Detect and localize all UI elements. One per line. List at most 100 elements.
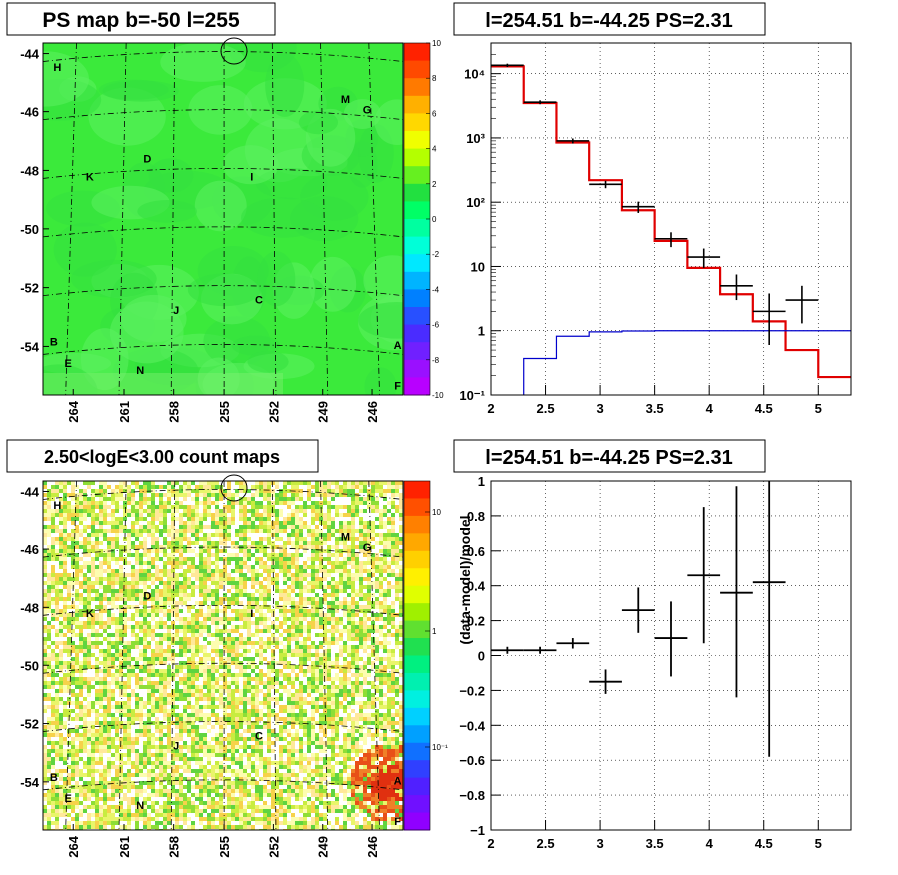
- count-pixel: [355, 657, 359, 661]
- count-pixel: [111, 673, 115, 677]
- count-pixel: [119, 685, 123, 689]
- count-pixel: [135, 669, 139, 673]
- count-pixel: [307, 593, 311, 597]
- count-pixel: [103, 521, 107, 525]
- count-pixel: [351, 661, 355, 665]
- count-pixel: [47, 593, 51, 597]
- count-pixel: [195, 597, 199, 601]
- count-pixel: [371, 617, 375, 621]
- count-pixel: [375, 533, 379, 537]
- count-pixel: [255, 561, 259, 565]
- count-pixel: [43, 485, 47, 489]
- count-pixel: [175, 589, 179, 593]
- count-pixel: [295, 525, 299, 529]
- count-pixel: [91, 677, 95, 681]
- count-pixel: [167, 517, 171, 521]
- count-pixel: [255, 569, 259, 573]
- count-pixel: [375, 553, 379, 557]
- count-pixel: [323, 589, 327, 593]
- count-pixel: [87, 689, 91, 693]
- count-pixel: [367, 609, 371, 613]
- count-pixel: [195, 645, 199, 649]
- count-pixel: [123, 661, 127, 665]
- count-pixel: [391, 573, 395, 577]
- count-pixel: [123, 505, 127, 509]
- count-pixel: [99, 581, 103, 585]
- count-pixel: [343, 621, 347, 625]
- count-pixel: [275, 489, 279, 493]
- count-pixel: [251, 689, 255, 693]
- count-pixel: [131, 621, 135, 625]
- count-pixel: [159, 649, 163, 653]
- count-pixel: [303, 557, 307, 561]
- count-pixel: [247, 541, 251, 545]
- count-pixel: [395, 505, 399, 509]
- count-pixel: [347, 549, 351, 553]
- count-pixel: [207, 657, 211, 661]
- count-pixel: [371, 561, 375, 565]
- count-pixel: [47, 689, 51, 693]
- count-pixel: [51, 517, 55, 521]
- count-pixel: [327, 685, 331, 689]
- count-pixel: [79, 533, 83, 537]
- count-pixel: [115, 529, 119, 533]
- count-pixel: [59, 509, 63, 513]
- count-pixel: [63, 693, 67, 697]
- count-pixel: [215, 677, 219, 681]
- count-pixel: [79, 681, 83, 685]
- count-pixel: [135, 621, 139, 625]
- count-pixel: [271, 601, 275, 605]
- count-pixel: [187, 653, 191, 657]
- count-pixel: [255, 605, 259, 609]
- count-pixel: [347, 613, 351, 617]
- count-pixel: [79, 525, 83, 529]
- count-pixel: [255, 649, 259, 653]
- count-pixel: [295, 501, 299, 505]
- count-pixel: [299, 621, 303, 625]
- count-pixel: [131, 533, 135, 537]
- count-pixel: [87, 537, 91, 541]
- count-pixel: [391, 673, 395, 677]
- count-pixel: [239, 669, 243, 673]
- count-pixel: [227, 613, 231, 617]
- count-pixel: [311, 533, 315, 537]
- count-pixel: [115, 557, 119, 561]
- count-pixel: [343, 633, 347, 637]
- count-pixel: [159, 497, 163, 501]
- count-pixel: [339, 561, 343, 565]
- count-pixel: [179, 549, 183, 553]
- count-pixel: [203, 633, 207, 637]
- count-pixel: [383, 517, 387, 521]
- count-pixel: [391, 549, 395, 553]
- count-pixel: [383, 601, 387, 605]
- count-pixel: [255, 545, 259, 549]
- count-pixel: [59, 521, 63, 525]
- count-pixel: [107, 513, 111, 517]
- count-pixel: [235, 613, 239, 617]
- count-pixel: [195, 673, 199, 677]
- count-pixel: [243, 573, 247, 577]
- count-pixel: [87, 533, 91, 537]
- count-pixel: [371, 657, 375, 661]
- count-pixel: [51, 497, 55, 501]
- count-pixel: [291, 661, 295, 665]
- count-pixel: [391, 609, 395, 613]
- count-pixel: [367, 677, 371, 681]
- count-pixel: [103, 505, 107, 509]
- count-pixel: [299, 625, 303, 629]
- count-pixel: [99, 521, 103, 525]
- count-pixel: [111, 553, 115, 557]
- count-pixel: [63, 509, 67, 513]
- count-pixel: [75, 541, 79, 545]
- count-pixel: [231, 621, 235, 625]
- count-pixel: [55, 489, 59, 493]
- count-pixel: [111, 693, 115, 697]
- count-pixel: [303, 673, 307, 677]
- count-pixel: [283, 533, 287, 537]
- count-pixel: [399, 637, 403, 641]
- count-pixel: [71, 577, 75, 581]
- count-pixel: [251, 517, 255, 521]
- count-pixel: [251, 505, 255, 509]
- count-pixel: [255, 517, 259, 521]
- count-pixel: [223, 549, 227, 553]
